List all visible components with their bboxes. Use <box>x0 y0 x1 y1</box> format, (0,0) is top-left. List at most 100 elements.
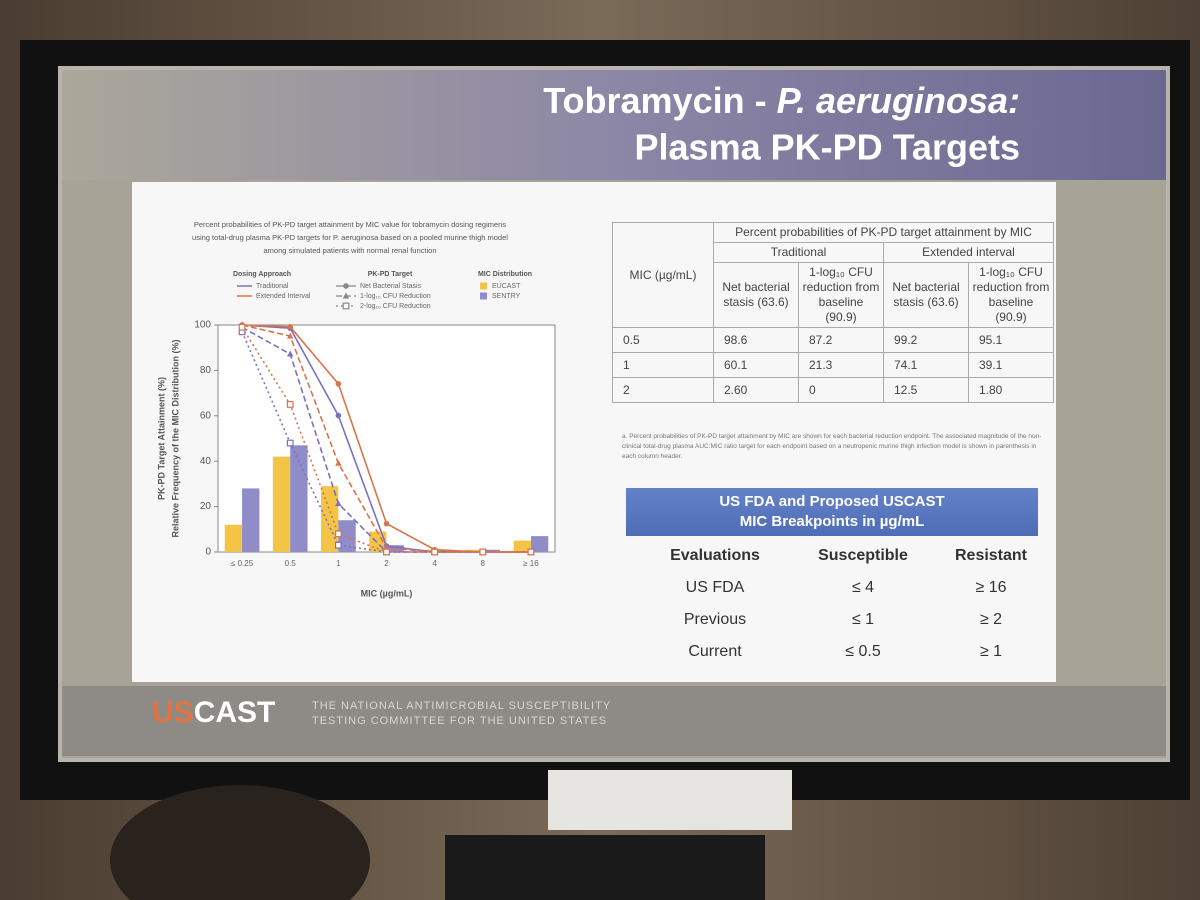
table-cell: 60.1 <box>713 352 799 378</box>
legend-label: 2-log₁₀ CFU Reduction <box>360 303 431 310</box>
legend-label: SENTRY <box>492 293 521 300</box>
marker <box>334 530 342 538</box>
table-header: Net bacterial stasis (63.6) <box>883 262 969 328</box>
y-tick-label: 40 <box>200 456 212 467</box>
marker <box>238 323 246 331</box>
marker <box>527 548 535 556</box>
column-header: Resistant <box>954 547 1028 564</box>
bar <box>290 445 308 552</box>
table-cell: 39.1 <box>968 352 1054 378</box>
footer-text: THE NATIONAL ANTIMICROBIAL SUSCEPTIBILIT… <box>312 700 611 712</box>
table-cell: 1 <box>612 352 714 378</box>
bar <box>338 520 356 552</box>
table-cart <box>445 835 765 900</box>
bar <box>272 456 291 552</box>
plot-area <box>217 324 556 553</box>
legend-label: EUCAST <box>492 283 521 290</box>
marker <box>287 324 294 330</box>
legend-title: MIC Distribution <box>478 271 532 278</box>
marker <box>287 332 294 339</box>
x-tick-label: 2 <box>384 559 389 568</box>
breakpoint-cell: ≥ 16 <box>975 579 1007 596</box>
slide-title: Tobramycin - P. aeruginosa: <box>543 80 1020 121</box>
title-part: Tobramycin - <box>543 80 776 121</box>
breakpoint-table: Evaluations Susceptible Resistant US FDA ≤ 4… <box>640 540 1050 668</box>
table-row: 0.5 98.6 87.2 99.2 95.1 <box>612 327 1054 353</box>
table-cell: 99.2 <box>883 327 969 353</box>
table-header: Extended interval <box>883 242 1054 263</box>
y-axis-label: PK-PD Target Attainment (%) <box>156 377 166 500</box>
table-cell: 98.6 <box>713 327 799 353</box>
marker <box>287 350 294 357</box>
table-cell: 74.1 <box>883 352 969 378</box>
marker <box>335 500 342 507</box>
x-axis-label: MIC (µg/mL) <box>361 588 413 598</box>
marker <box>334 541 342 549</box>
attainment-table: MIC (µg/mL) Percent probabilities of PK-P… <box>612 222 1054 403</box>
title-part: P. aeruginosa: <box>777 80 1020 121</box>
marker <box>479 548 487 556</box>
breakpoint-title: US FDA and Proposed USCAST MIC Breakpoin… <box>626 488 1038 536</box>
marker <box>431 548 439 556</box>
footer-band <box>62 686 1166 756</box>
marker <box>335 412 342 419</box>
y-tick-label: 80 <box>200 365 212 376</box>
x-tick-label: 1 <box>336 559 341 568</box>
bar <box>513 540 531 552</box>
table-cell: 0.5 <box>612 327 714 353</box>
breakpoint-row: US FDA ≤ 4 ≥ 16 <box>640 572 1050 604</box>
logo: USCAST <box>152 696 275 729</box>
y-tick-label: 100 <box>194 320 211 331</box>
y-axis-label: Relative Frequency of the MIC Distributi… <box>170 339 180 537</box>
table-cell: 2 <box>612 377 714 403</box>
bar <box>482 549 501 552</box>
y-tick-label: 0 <box>205 547 211 558</box>
table-row: 1 60.1 21.3 74.1 39.1 <box>612 352 1054 378</box>
marker <box>343 283 349 289</box>
footer-text: TESTING COMMITTEE FOR THE UNITED STATES <box>312 715 607 727</box>
slide-title: Plasma PK-PD Targets <box>635 127 1020 168</box>
breakpoint-cell: Previous <box>683 611 747 628</box>
table-row: Net bacterial stasis (63.6) 1-log₁₀ CFU r… <box>613 262 1054 328</box>
table-footnote: a. Percent probabilities of PK-PD target… <box>622 433 1042 460</box>
y-tick-label: 60 <box>200 410 212 421</box>
breakpoint-row: Previous ≤ 1 ≥ 2 <box>640 604 1050 636</box>
marker <box>335 459 342 466</box>
projector <box>548 770 792 830</box>
table-header: MIC (µg/mL) <box>612 222 714 328</box>
marker <box>342 302 350 310</box>
breakpoint-cell: ≥ 1 <box>979 643 1003 660</box>
table-header: 1-log₁₀ CFU reduction from baseline (90.… <box>798 262 884 328</box>
table-header: 1-log₁₀ CFU reduction from baseline (90.… <box>968 262 1054 328</box>
legend-label: Net Bacterial Stasis <box>360 283 422 290</box>
table-cell: 0 <box>798 377 884 403</box>
marker <box>342 292 350 299</box>
bar <box>242 488 260 552</box>
marker <box>383 548 390 556</box>
table-header: Traditional <box>713 242 884 263</box>
table-cell: 21.3 <box>798 352 884 378</box>
legend-title: Dosing Approach <box>233 271 291 278</box>
marker <box>335 380 342 387</box>
y-tick-label: 20 <box>200 501 212 512</box>
legend-swatch <box>480 292 487 300</box>
chair <box>110 785 370 900</box>
bar <box>530 536 549 552</box>
marker <box>286 401 294 408</box>
x-tick-label: 4 <box>432 559 437 568</box>
logo-part: CAST <box>194 696 276 729</box>
breakpoint-cell: ≤ 4 <box>851 579 875 596</box>
chart-title: Percent probabilities of PK-PD target at… <box>192 220 508 255</box>
table-cell: 2.60 <box>713 377 799 403</box>
legend-label: 1-log₁₀ CFU Reduction <box>360 293 431 300</box>
table-header: Net bacterial stasis (63.6) <box>713 262 799 328</box>
bar <box>321 486 339 552</box>
table-cell: 95.1 <box>968 327 1054 353</box>
column-header: Evaluations <box>670 547 760 564</box>
x-tick-label: 8 <box>481 559 486 568</box>
table-cell: 87.2 <box>798 327 884 353</box>
table-cell: 12.5 <box>883 377 969 403</box>
breakpoint-cell: Current <box>688 643 742 660</box>
legend-title: PK-PD Target <box>368 271 413 278</box>
